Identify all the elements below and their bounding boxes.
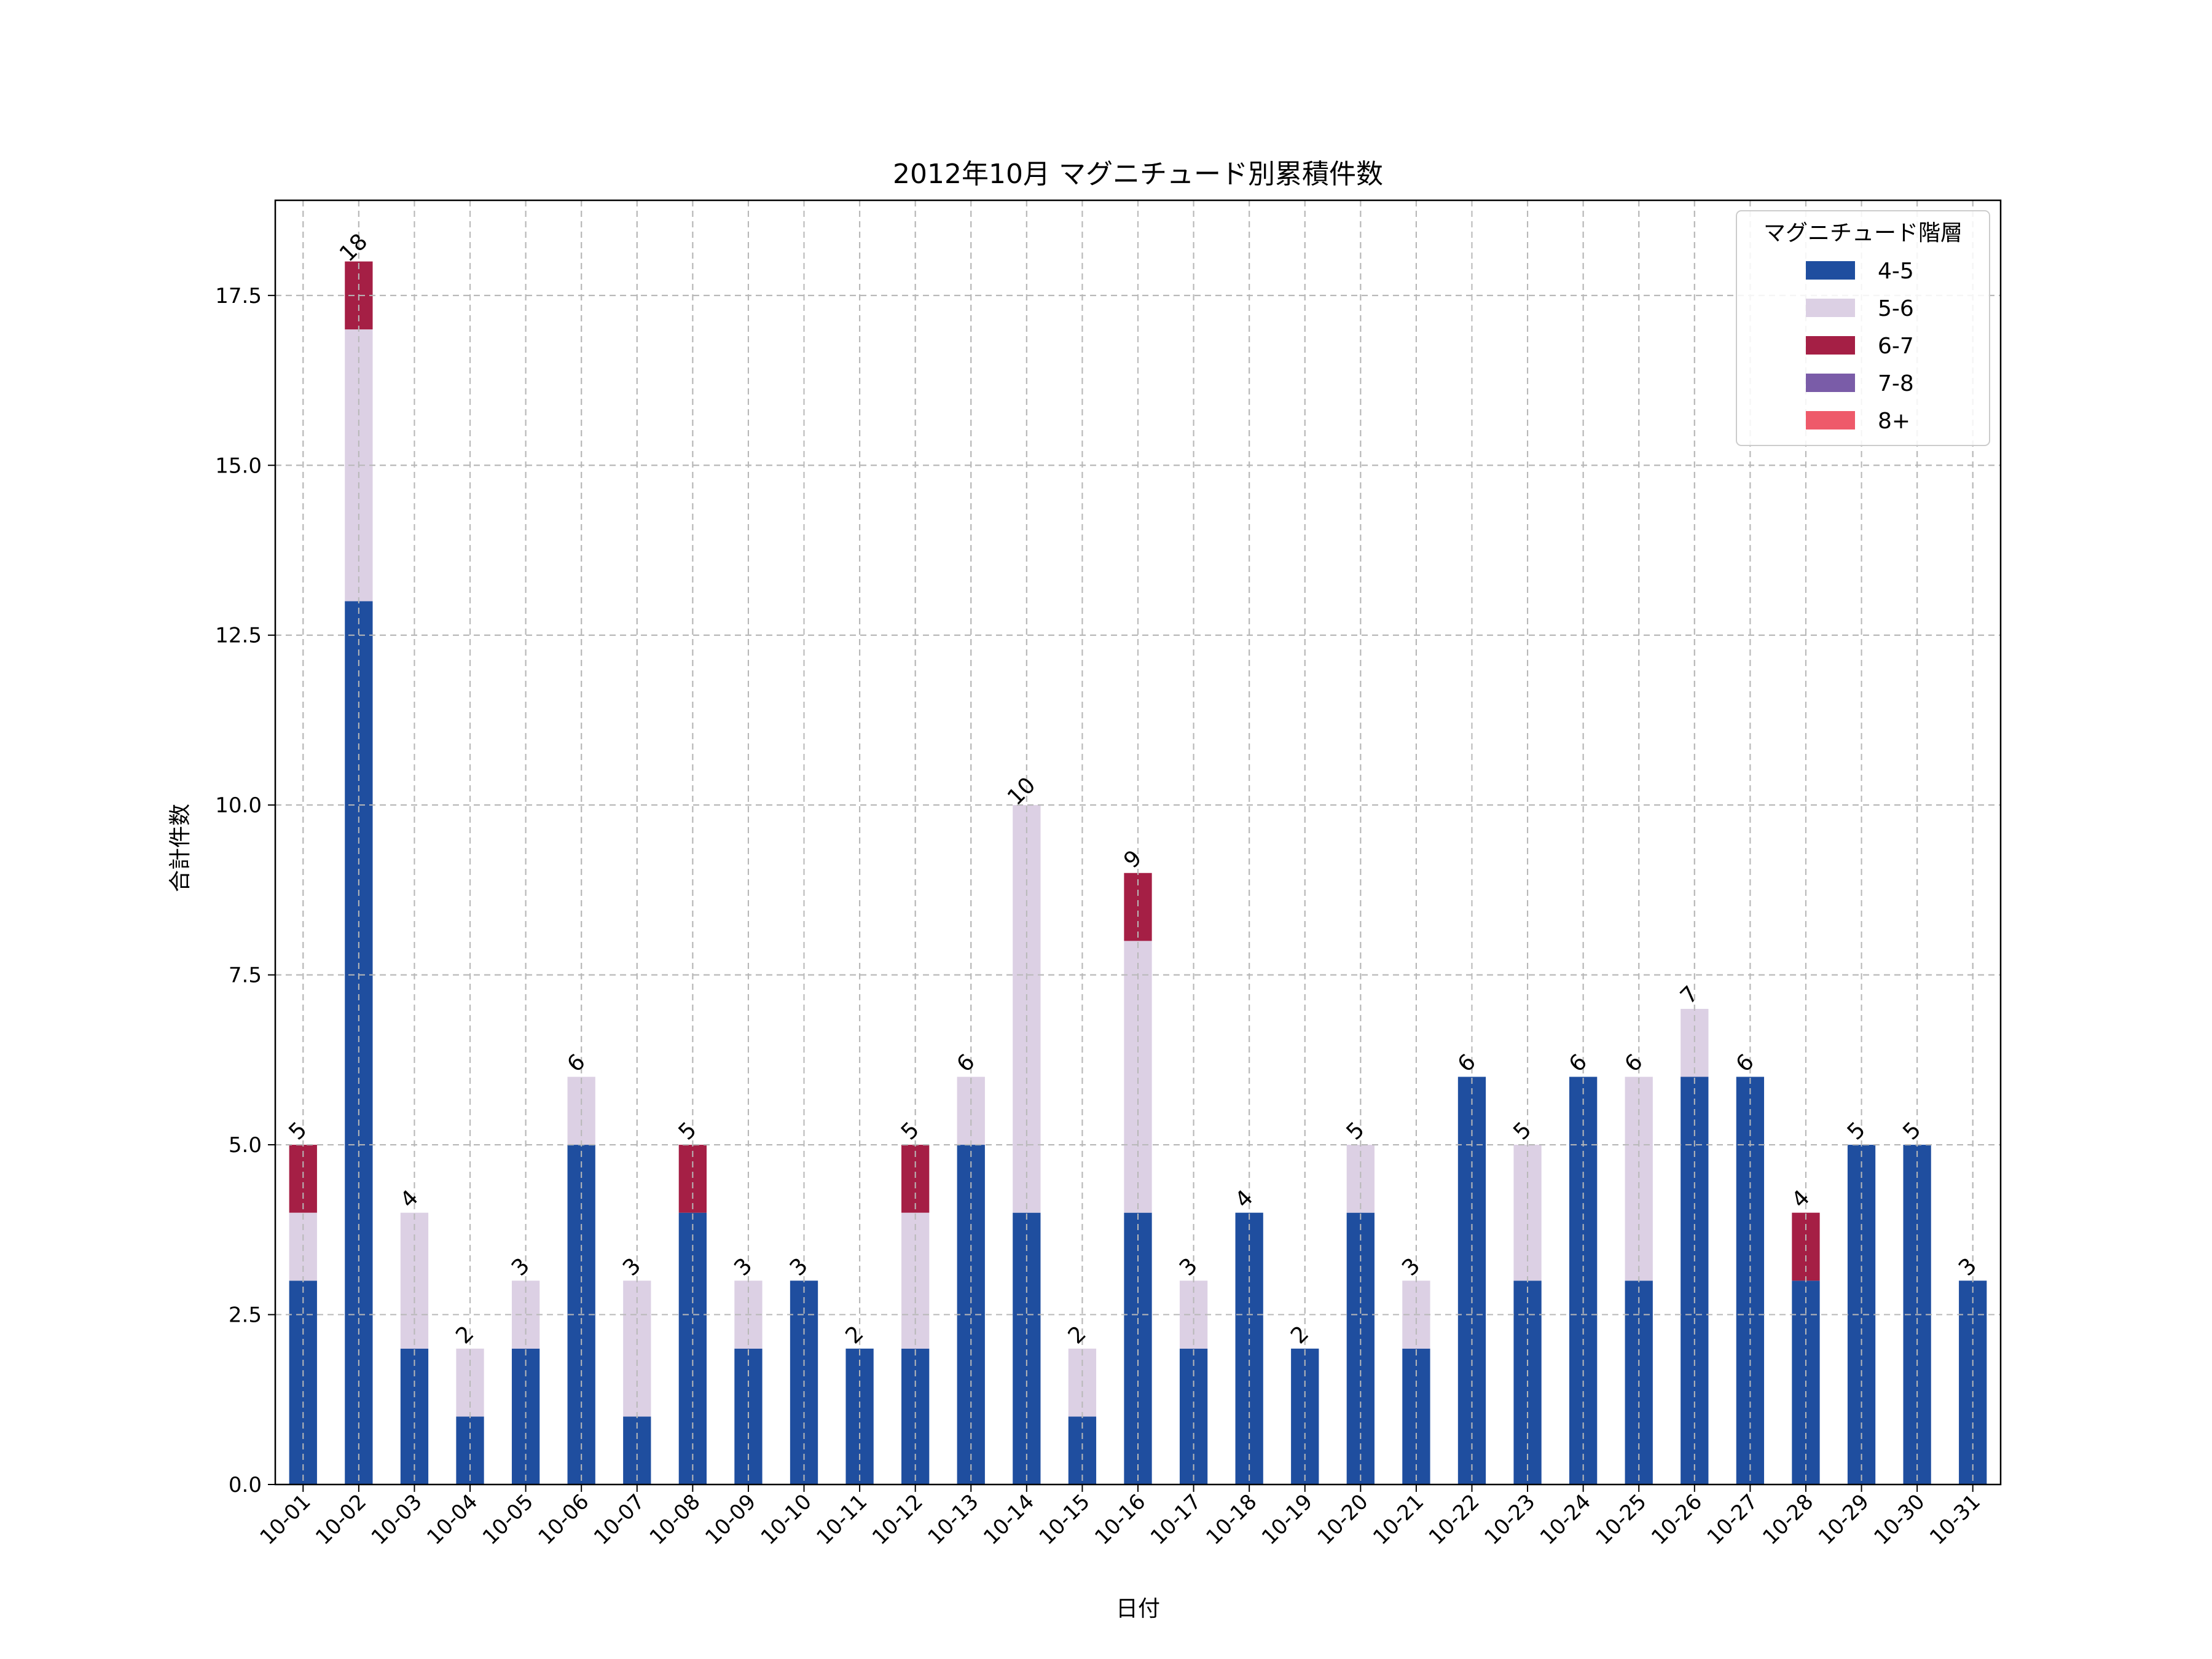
y-tick-label: 12.5 bbox=[215, 624, 262, 648]
y-tick-label: 17.5 bbox=[215, 284, 262, 308]
legend-swatch bbox=[1806, 261, 1855, 280]
legend-title: マグニチュード階層 bbox=[1763, 221, 1963, 246]
y-tick-label: 5.0 bbox=[229, 1133, 262, 1158]
legend-label: 5-6 bbox=[1878, 296, 1914, 321]
legend-item-4-5[interactable]: 4-5 bbox=[1806, 259, 1914, 284]
legend-swatch bbox=[1806, 336, 1855, 355]
x-axis-label: 日付 bbox=[1116, 1596, 1160, 1622]
legend[interactable]: マグニチュード階層 4-5 5-6 6-7 7-8 8+ bbox=[1736, 210, 1990, 446]
chart-title: 2012年10月 マグニチュード別累積件数 bbox=[893, 159, 1383, 190]
y-tick-label: 7.5 bbox=[229, 963, 262, 988]
y-tick-label: 15.0 bbox=[215, 453, 262, 478]
legend-label: 7-8 bbox=[1878, 371, 1914, 396]
y-tick-label: 2.5 bbox=[229, 1303, 262, 1328]
y-tick-label: 0.0 bbox=[229, 1473, 262, 1497]
legend-item-8+[interactable]: 8+ bbox=[1806, 409, 1910, 434]
y-tick-label: 10.0 bbox=[215, 793, 262, 818]
y-axis: 0.0 2.5 5.0 7.5 10.0 12.5 15.0 17.5 bbox=[215, 284, 275, 1497]
legend-swatch bbox=[1806, 374, 1855, 392]
legend-label: 8+ bbox=[1878, 409, 1910, 434]
legend-label: 6-7 bbox=[1878, 334, 1914, 359]
legend-swatch bbox=[1806, 299, 1855, 317]
legend-item-5-6[interactable]: 5-6 bbox=[1806, 296, 1914, 321]
legend-item-7-8[interactable]: 7-8 bbox=[1806, 371, 1914, 396]
bars bbox=[275, 200, 2001, 1484]
legend-box bbox=[1736, 210, 1990, 446]
legend-item-6-7[interactable]: 6-7 bbox=[1806, 334, 1914, 359]
legend-label: 4-5 bbox=[1878, 259, 1914, 284]
y-axis-label: 合計件数 bbox=[168, 804, 193, 892]
legend-swatch bbox=[1806, 411, 1855, 429]
